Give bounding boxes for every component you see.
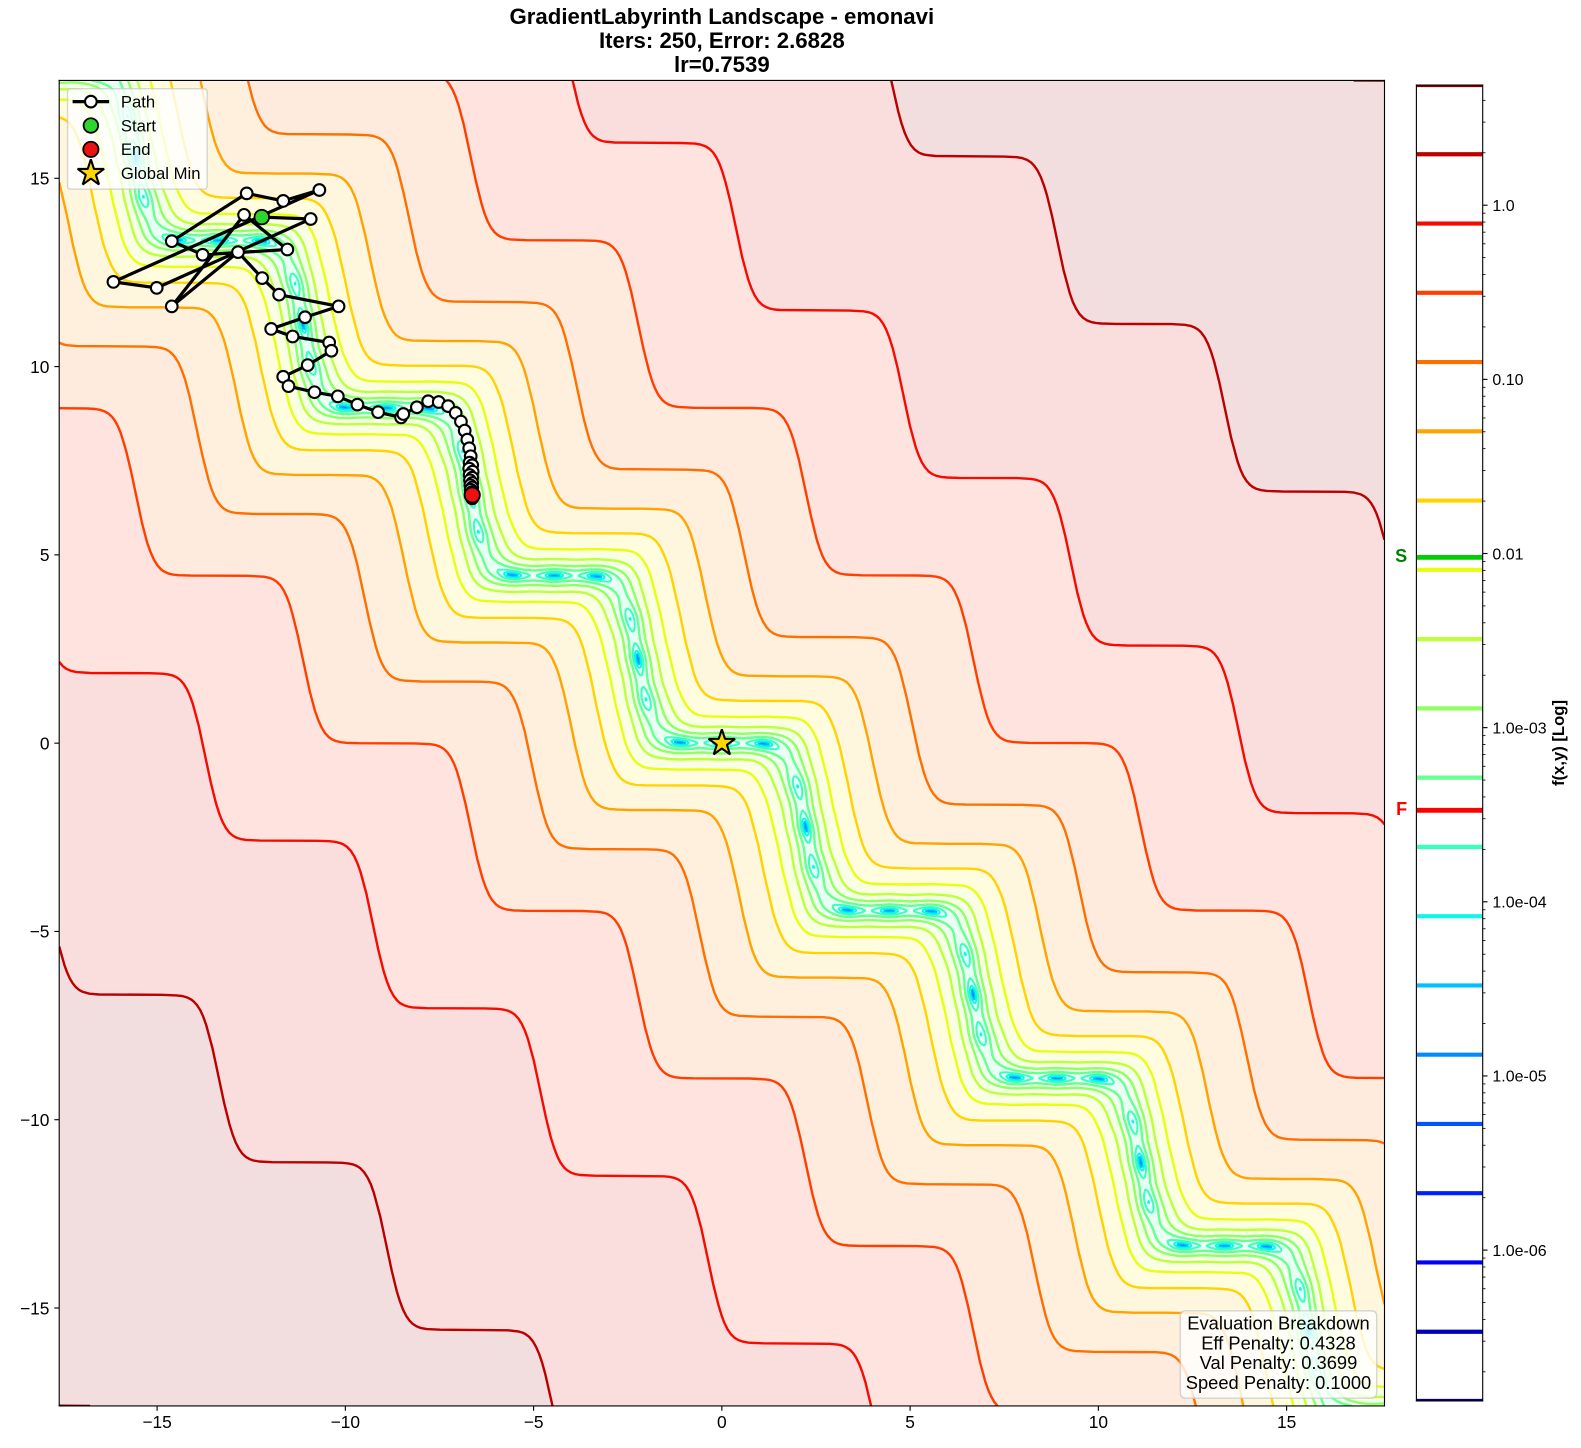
svg-text:−5: −5 bbox=[30, 922, 50, 942]
svg-text:f(x,y) [Log]: f(x,y) [Log] bbox=[1549, 700, 1568, 786]
svg-text:lr=0.7539: lr=0.7539 bbox=[674, 52, 770, 77]
svg-text:F: F bbox=[1396, 799, 1407, 819]
svg-text:Iters: 250, Error: 2.6828: Iters: 250, Error: 2.6828 bbox=[599, 28, 845, 53]
svg-text:15: 15 bbox=[1277, 1412, 1296, 1432]
svg-text:15: 15 bbox=[30, 169, 49, 189]
svg-text:End: End bbox=[121, 140, 151, 159]
svg-text:Eff Penalty: 0.4328: Eff Penalty: 0.4328 bbox=[1201, 1332, 1356, 1353]
svg-text:−10: −10 bbox=[20, 1110, 49, 1130]
svg-text:1.0e-04: 1.0e-04 bbox=[1492, 895, 1546, 912]
svg-text:1.0e-03: 1.0e-03 bbox=[1492, 720, 1546, 737]
svg-text:0: 0 bbox=[40, 733, 50, 753]
svg-text:Val Penalty: 0.3699: Val Penalty: 0.3699 bbox=[1200, 1352, 1358, 1373]
svg-text:1.0e-06: 1.0e-06 bbox=[1492, 1243, 1546, 1260]
svg-text:1.0e-05: 1.0e-05 bbox=[1492, 1069, 1546, 1086]
svg-text:0.01: 0.01 bbox=[1492, 546, 1523, 563]
svg-text:1.0: 1.0 bbox=[1492, 198, 1514, 215]
svg-text:5: 5 bbox=[40, 545, 50, 565]
svg-text:Path: Path bbox=[121, 92, 155, 111]
svg-text:10: 10 bbox=[30, 357, 49, 377]
svg-text:5: 5 bbox=[905, 1412, 915, 1432]
svg-text:−5: −5 bbox=[524, 1412, 544, 1432]
svg-text:Evaluation Breakdown: Evaluation Breakdown bbox=[1187, 1313, 1369, 1334]
svg-text:Start: Start bbox=[121, 116, 157, 135]
svg-text:0.10: 0.10 bbox=[1492, 372, 1523, 389]
svg-text:10: 10 bbox=[1089, 1412, 1108, 1432]
svg-text:S: S bbox=[1395, 546, 1407, 566]
svg-text:Global Min: Global Min bbox=[121, 164, 201, 183]
svg-text:−15: −15 bbox=[142, 1412, 171, 1432]
svg-text:Speed Penalty: 0.1000: Speed Penalty: 0.1000 bbox=[1186, 1372, 1371, 1393]
svg-text:0: 0 bbox=[717, 1412, 727, 1432]
svg-text:−10: −10 bbox=[331, 1412, 360, 1432]
svg-text:GradientLabyrinth Landscape -: GradientLabyrinth Landscape - emonavi bbox=[509, 4, 934, 29]
svg-text:−15: −15 bbox=[20, 1298, 49, 1318]
